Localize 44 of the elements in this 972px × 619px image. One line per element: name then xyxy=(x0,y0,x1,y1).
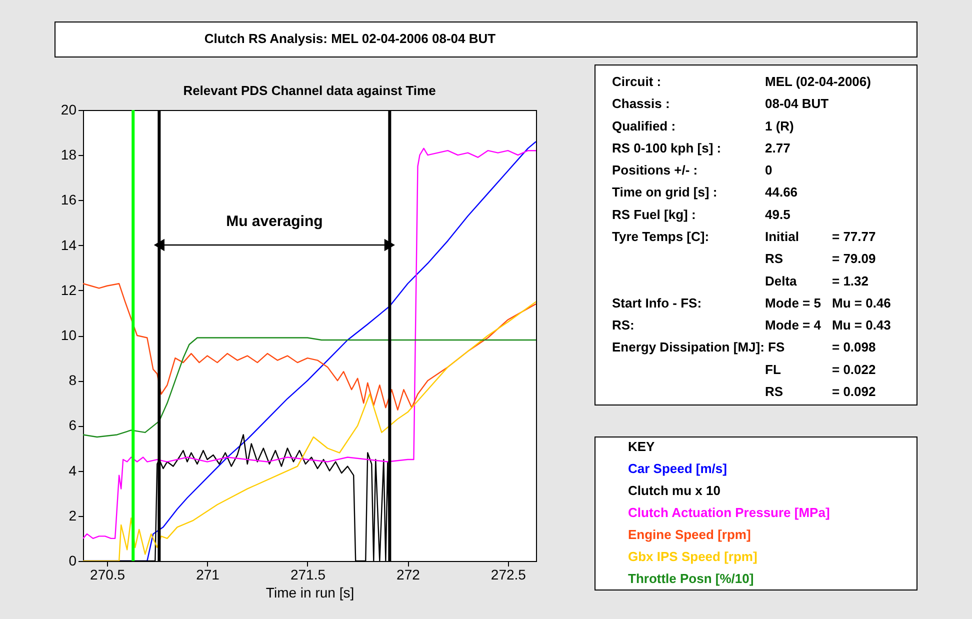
y-tick-label: 12 xyxy=(60,282,77,298)
y-tick-label: 16 xyxy=(60,192,77,208)
annotation: Mu averaging xyxy=(226,213,323,230)
y-tick-label: 2 xyxy=(68,507,77,524)
chart-subtitle: Relevant PDS Channel data against Time xyxy=(183,83,436,98)
text: Throttle Posn [%/10] xyxy=(628,571,754,586)
y-tick-label: 8 xyxy=(68,372,77,388)
text: RS: Mode = 4 Mu = 0.43 xyxy=(612,318,891,333)
text: Time on grid [s] : 44.66 xyxy=(612,184,798,200)
text: Tyre Temps [C]: Initial = 77.77 xyxy=(612,229,876,244)
text: RS = 79.09 xyxy=(765,251,876,266)
x-axis-title: Time in run [s] xyxy=(266,584,354,600)
line-series xyxy=(83,337,536,438)
x-tick-label: 272 xyxy=(396,566,420,582)
legend-title: KEY xyxy=(628,439,656,454)
x-tick-label: 272.5 xyxy=(490,566,526,582)
text: Delta = 1.32 xyxy=(765,273,869,288)
y-tick-label: 14 xyxy=(60,236,77,253)
text: Clutch mu x 10 xyxy=(628,483,720,498)
chart-title: Clutch RS Analysis: MEL 02-04-2006 08-04 BUT xyxy=(204,31,496,46)
y-tick-label: 4 xyxy=(68,462,77,478)
y-tick-label: 10 xyxy=(60,327,77,343)
y-tick-label: 0 xyxy=(68,552,77,568)
text: Energy Dissipation [MJ]: FS = 0.098 xyxy=(612,340,876,355)
text: Clutch Actuation Pressure [MPa] xyxy=(628,505,830,520)
text: Start Info - FS: Mode = 5 Mu = 0.46 xyxy=(612,295,891,310)
text: FL = 0.022 xyxy=(765,362,876,377)
x-tick-label: 271 xyxy=(196,566,220,582)
text: RS = 0.092 xyxy=(765,384,876,399)
text: Circuit : MEL (02-04-2006) xyxy=(612,74,871,89)
x-tick-label: 270.5 xyxy=(90,566,126,582)
text: Engine Speed [rpm] xyxy=(628,527,751,542)
y-tick-label: 20 xyxy=(60,102,77,118)
text: Qualified : 1 (R) xyxy=(612,118,794,134)
y-tick-label: 6 xyxy=(68,417,77,434)
text: Positions +/- : 0 xyxy=(612,162,772,178)
line-series xyxy=(83,283,536,411)
text: Gbx IPS Speed [rpm] xyxy=(628,549,758,564)
y-tick-label: 18 xyxy=(60,146,77,163)
text: RS Fuel [kg] : 49.5 xyxy=(612,206,790,222)
text: Chassis : 08-04 BUT xyxy=(612,96,829,112)
text: RS 0-100 kph [s] : 2.77 xyxy=(612,140,790,156)
text: Car Speed [m/s] xyxy=(628,461,727,476)
x-tick-label: 271.5 xyxy=(290,566,326,582)
